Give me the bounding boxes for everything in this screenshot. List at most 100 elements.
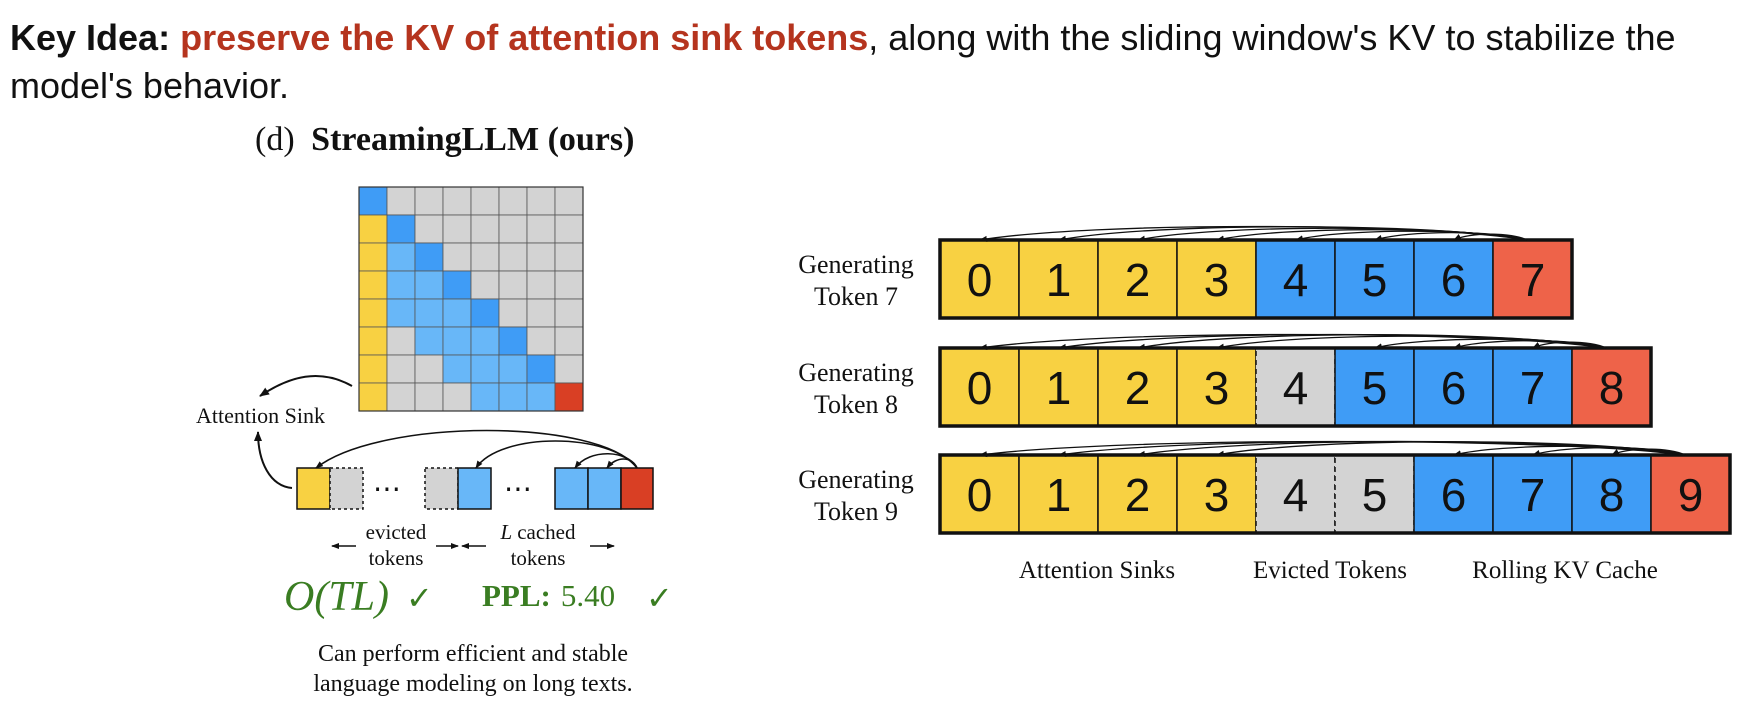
matrix-cell <box>386 270 416 300</box>
token-number: 2 <box>1125 469 1151 521</box>
token-cell <box>1413 239 1494 319</box>
matrix-cell <box>470 354 500 384</box>
token-number: 6 <box>1441 254 1467 306</box>
generation-row: Generating Token 8 0 1 2 3 4 5 6 7 8 <box>798 333 1653 428</box>
cached-l-symbol: L <box>500 520 513 544</box>
matrix-cell <box>470 326 500 356</box>
cached-word: cached <box>517 520 576 544</box>
matrix-cell <box>498 214 528 244</box>
matrix-cell <box>358 326 388 356</box>
matrix-cell <box>358 242 388 272</box>
attention-sink-label: Attention Sink <box>196 403 325 428</box>
matrix-cell <box>554 214 584 244</box>
strip-evicted-token-1 <box>329 467 364 510</box>
attention-arc <box>1532 447 1686 456</box>
token-number: 7 <box>1520 254 1546 306</box>
generation-row: Generating Token 9 0 1 2 3 4 5 6 7 8 9 <box>798 440 1732 535</box>
token-number: 4 <box>1283 469 1309 521</box>
matrix-cell <box>526 382 556 412</box>
matrix-cell <box>442 186 472 216</box>
ppl-text: PPL: 5.40 <box>482 578 615 613</box>
matrix-cell <box>414 270 444 300</box>
matrix-cell <box>358 382 388 412</box>
matrix-cell <box>414 382 444 412</box>
panel-title: (d) StreamingLLM (ours) <box>255 121 634 158</box>
matrix-cell <box>554 326 584 356</box>
token-number: 4 <box>1283 362 1309 414</box>
matrix-cell <box>386 326 416 356</box>
matrix-cell <box>386 298 416 328</box>
matrix-cell <box>554 270 584 300</box>
matrix-cell <box>386 242 416 272</box>
strip-dots-2: ⋯ <box>504 472 532 505</box>
matrix-cell <box>442 214 472 244</box>
matrix-cell <box>470 186 500 216</box>
matrix-cell <box>414 354 444 384</box>
strip-arc-to-window-2 <box>574 452 638 469</box>
matrix-cell <box>554 298 584 328</box>
strip-window-token-1 <box>457 467 492 510</box>
matrix-cell <box>498 298 528 328</box>
token-number: 1 <box>1046 254 1072 306</box>
matrix-cell <box>414 326 444 356</box>
strip-arc-to-window-3 <box>606 458 638 469</box>
matrix-cell <box>526 214 556 244</box>
matrix-cell <box>358 298 388 328</box>
token-cell <box>1097 454 1178 534</box>
strip-arc-to-sink <box>315 429 638 469</box>
caption-line-2: language modeling on long texts. <box>313 671 632 697</box>
matrix-cell <box>498 242 528 272</box>
row-label-line-2: Token 9 <box>814 497 898 526</box>
token-cell <box>1492 239 1573 319</box>
matrix-cell <box>470 270 500 300</box>
panel-title-name: StreamingLLM (ours) <box>311 121 634 158</box>
ppl-value: 5.40 <box>561 578 615 613</box>
matrix-cell <box>526 326 556 356</box>
row-border <box>938 238 1574 320</box>
matrix-cell <box>498 354 528 384</box>
matrix-cell <box>526 186 556 216</box>
matrix-cell <box>414 214 444 244</box>
token-strip: ⋯ ⋯ <box>296 429 654 510</box>
strip-window-token-2 <box>554 467 589 510</box>
key-idea-heading: Key Idea: preserve the KV of attention s… <box>10 14 1730 110</box>
matrix-cell <box>442 326 472 356</box>
matrix-cell <box>554 382 584 412</box>
attention-arc <box>1374 232 1528 241</box>
token-number: 5 <box>1362 362 1388 414</box>
ppl-label: PPL: <box>482 578 551 613</box>
cached-label-2: tokens <box>511 546 566 570</box>
token-cell <box>1176 347 1257 427</box>
matrix-cell <box>442 298 472 328</box>
token-cell <box>1097 239 1178 319</box>
matrix-cell <box>526 270 556 300</box>
matrix-cell <box>442 354 472 384</box>
key-idea-label: Key Idea: <box>10 17 171 58</box>
matrix-cell <box>470 298 500 328</box>
matrix-cell <box>498 270 528 300</box>
matrix-cell <box>442 270 472 300</box>
matrix-cell <box>526 298 556 328</box>
token-number: 1 <box>1046 469 1072 521</box>
matrix-cell <box>554 354 584 384</box>
row-label-line-1: Generating <box>798 250 914 279</box>
row-label-line-1: Generating <box>798 465 914 494</box>
attention-arc <box>1532 341 1607 349</box>
matrix-cell <box>526 242 556 272</box>
matrix-cell <box>554 242 584 272</box>
generation-row: Generating Token 7 0 1 2 3 4 5 6 7 <box>798 225 1574 320</box>
key-idea-highlight: preserve the KV of attention sink tokens <box>180 17 869 58</box>
attention-sink-arrow-top <box>259 375 353 397</box>
key-idea-rest: , along with the sliding window's KV to … <box>10 17 1676 106</box>
matrix-cell <box>554 186 584 216</box>
token-cell <box>1334 454 1415 534</box>
token-number: 7 <box>1520 362 1546 414</box>
panel-title-prefix: (d) <box>255 121 295 158</box>
token-number: 0 <box>967 362 993 414</box>
caption-line-1: Can perform efficient and stable <box>318 641 628 667</box>
attention-arc <box>1611 448 1686 456</box>
matrix-cell <box>386 354 416 384</box>
matrix-cell <box>386 214 416 244</box>
